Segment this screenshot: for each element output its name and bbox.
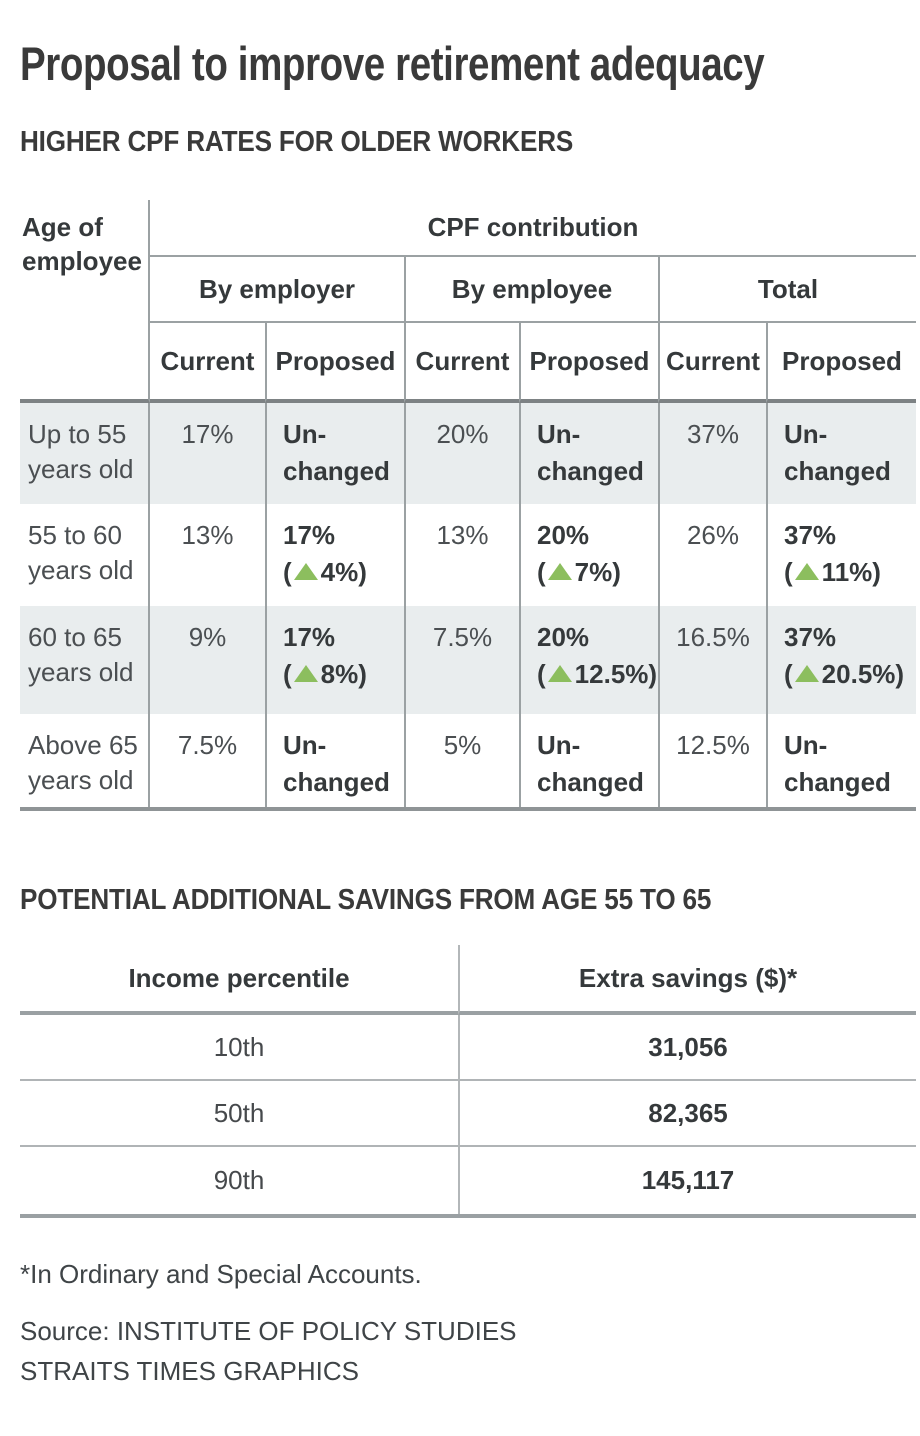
age-cell: 55 to 60 years old	[20, 504, 150, 606]
employer-proposed-cell: Un- changed	[265, 714, 404, 807]
corner-header-age-of-employee: Age of employee	[20, 200, 150, 403]
source-line: Source: INSTITUTE OF POLICY STUDIES	[20, 1316, 517, 1346]
delta-line: (4%)	[283, 557, 367, 587]
column-header-employer-proposed: Proposed	[265, 323, 404, 403]
section-heading-additional-savings: POTENTIAL ADDITIONAL SAVINGS FROM AGE 55…	[20, 884, 712, 916]
percentile-cell: 90th	[213, 1165, 265, 1195]
credit-line: STRAITS TIMES GRAPHICS	[20, 1356, 360, 1386]
employer-current-cell: 9%	[150, 606, 265, 714]
group-header-total: Total	[658, 257, 916, 323]
total-current-cell: 37%	[658, 403, 766, 504]
amount-cell: 31,056	[458, 1015, 916, 1081]
increase-triangle-icon	[293, 563, 318, 580]
increase-triangle-icon	[794, 563, 819, 580]
employer-proposed-cell: 17% (4%)	[265, 504, 404, 606]
delta-line: (7%)	[537, 557, 621, 587]
delta-line: (12.5%)	[537, 659, 658, 689]
delta-line: (11%)	[784, 557, 881, 587]
savings-table: Income percentile Extra savings ($)* 10t…	[20, 945, 916, 1218]
increase-triangle-icon	[547, 563, 572, 580]
total-current-cell: 12.5%	[658, 714, 766, 807]
footnote: *In Ordinary and Special Accounts.	[20, 1259, 422, 1289]
percentile-cell: 10th	[20, 1015, 458, 1081]
total-proposed-cell: 37% (20.5%)	[766, 606, 916, 714]
employer-current-cell: 17%	[150, 403, 265, 504]
column-header-total-current: Current	[658, 323, 766, 403]
delta-line: (20.5%)	[784, 659, 905, 689]
group-header-by-employer: By employer	[150, 257, 404, 323]
employer-proposed-cell: 17% (8%)	[265, 606, 404, 714]
page-title: Proposal to improve retirement adequacy	[20, 37, 765, 90]
employee-proposed-cell: Un- changed	[519, 403, 658, 504]
column-header-total-proposed: Proposed	[766, 323, 916, 403]
section-heading-cpf-rates: HIGHER CPF RATES FOR OLDER WORKERS	[20, 126, 574, 158]
column-header-employee-proposed: Proposed	[519, 323, 658, 403]
total-current-cell: 16.5%	[658, 606, 766, 714]
column-header-employee-current: Current	[404, 323, 519, 403]
delta-line: (8%)	[283, 659, 367, 689]
total-proposed-cell: Un- changed	[766, 714, 916, 807]
amount-cell: 145,117	[458, 1147, 916, 1214]
column-header-income-percentile: Income percentile	[20, 945, 458, 1015]
column-header-extra-savings: Extra savings ($)*	[458, 945, 916, 1015]
total-proposed-cell: Un- changed	[766, 403, 916, 504]
increase-triangle-icon	[293, 665, 318, 682]
employee-proposed-cell: 20% (7%)	[519, 504, 658, 606]
cpf-contribution-table: Age of employee CPF contribution By empl…	[20, 200, 916, 811]
amount-cell: 82,365	[458, 1081, 916, 1147]
employee-current-cell: 20%	[404, 403, 519, 504]
employer-current-cell: 7.5%	[177, 730, 238, 760]
employee-proposed-cell: Un- changed	[519, 714, 658, 807]
employee-current-cell: 13%	[404, 504, 519, 606]
group-header-by-employee: By employee	[404, 257, 658, 323]
employer-proposed-cell: Un- changed	[265, 403, 404, 504]
percentile-cell: 50th	[20, 1081, 458, 1147]
employer-current-cell: 13%	[181, 520, 234, 550]
increase-triangle-icon	[794, 665, 819, 682]
increase-triangle-icon	[547, 665, 572, 682]
age-cell: Above 65 years old	[20, 714, 150, 807]
age-cell: Up to 55 years old	[20, 403, 150, 504]
employee-proposed-cell: 20% (12.5%)	[519, 606, 658, 714]
group-header-cpf-contribution: CPF contribution	[150, 200, 916, 257]
employee-current-cell: 7.5%	[404, 606, 519, 714]
total-current-cell: 26%	[658, 504, 766, 606]
total-proposed-cell: 37% (11%)	[766, 504, 916, 606]
age-cell: 60 to 65 years old	[20, 606, 150, 714]
employee-current-cell: 5%	[404, 714, 519, 807]
column-header-employer-current: Current	[150, 323, 265, 403]
